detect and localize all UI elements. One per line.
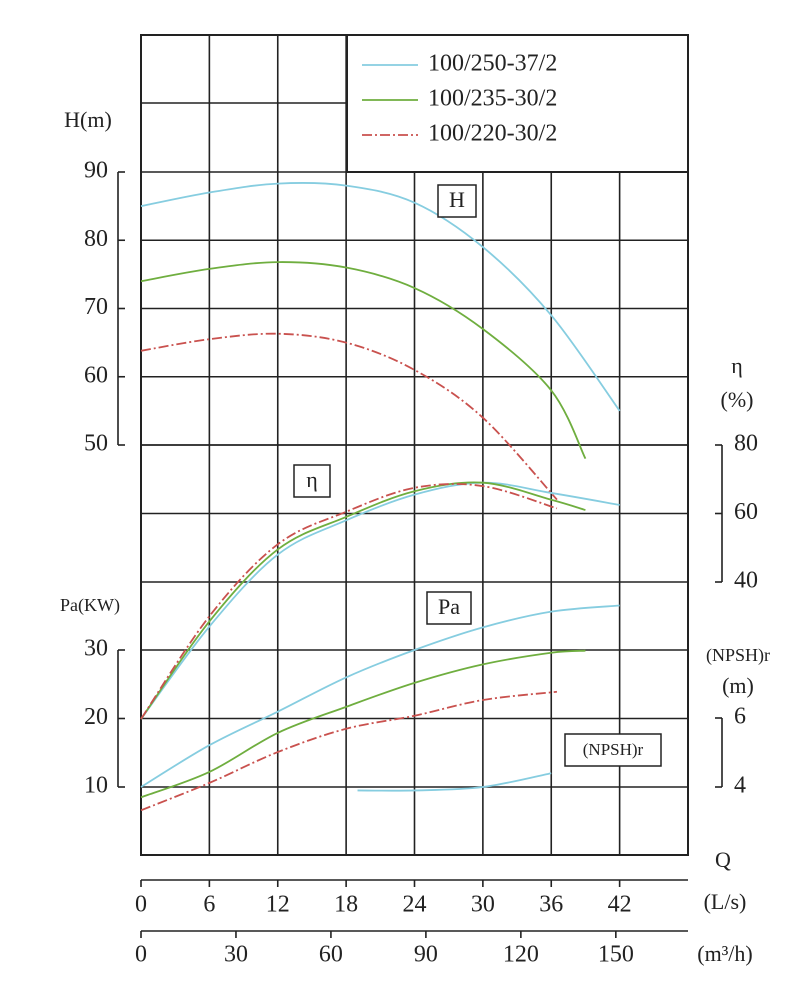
legend-label: 100/220-30/2 — [428, 121, 557, 147]
x-tick-label: 6 — [203, 892, 215, 918]
x2-axis-unit: (m³/h) — [697, 941, 752, 966]
x2-tick-label: 60 — [319, 942, 343, 968]
x-tick-label: 12 — [266, 892, 290, 918]
y-tick-label: 6 — [734, 704, 746, 730]
y-axis-label: η — [731, 353, 743, 378]
y-axis-label: Pa(KW) — [60, 595, 120, 616]
y-tick-label: 60 — [84, 362, 108, 388]
x2-tick-label: 120 — [503, 942, 539, 968]
annotation-box — [437, 184, 477, 218]
annotation-box — [564, 733, 662, 767]
legend-label: 100/235-30/2 — [428, 86, 557, 112]
y-tick-label: 4 — [734, 773, 746, 799]
y-axis-label: H(m) — [64, 107, 112, 132]
legend-box — [346, 34, 689, 173]
y-tick-label: 80 — [734, 431, 758, 457]
y-tick-label: 70 — [84, 294, 108, 320]
y-axis-unit: (m) — [722, 673, 754, 698]
annotation: Pa — [438, 594, 460, 619]
y-tick-label: 80 — [84, 226, 108, 252]
y-tick-label: 10 — [84, 773, 108, 799]
annotation: η — [306, 467, 318, 492]
x-tick-label: 30 — [471, 892, 495, 918]
series-line — [357, 772, 552, 792]
series-line — [140, 690, 558, 812]
series-line — [140, 604, 620, 788]
y-tick-label: 50 — [84, 431, 108, 457]
annotation-box — [293, 464, 331, 498]
plot-layer: 5060708090H(m)406080η(%)102030Pa(KW)46(N… — [60, 34, 770, 968]
x-tick-label: 42 — [608, 892, 632, 918]
series-line — [140, 649, 586, 799]
y-axis-unit: (%) — [721, 387, 754, 412]
series-line — [140, 481, 620, 720]
x-tick-label: 18 — [334, 892, 358, 918]
x-tick-label: 24 — [403, 892, 427, 918]
x2-tick-label: 150 — [598, 942, 634, 968]
annotation: H — [449, 187, 465, 212]
y-tick-label: 60 — [734, 499, 758, 525]
x-tick-label: 0 — [135, 892, 147, 918]
x2-tick-label: 0 — [135, 942, 147, 968]
x2-tick-label: 30 — [224, 942, 248, 968]
x2-tick-label: 90 — [414, 942, 438, 968]
series-line — [140, 481, 586, 720]
y-tick-label: 40 — [734, 568, 758, 594]
annotation: (NPSH)r — [583, 740, 644, 759]
series-line — [140, 483, 558, 720]
series-line — [140, 261, 587, 460]
series-line — [140, 332, 558, 501]
y-tick-label: 20 — [84, 704, 108, 730]
legend-label: 100/250-37/2 — [428, 51, 557, 77]
series-line — [140, 182, 621, 412]
y-tick-label: 30 — [84, 636, 108, 662]
x-tick-label: 36 — [539, 892, 563, 918]
x-axis-label: Q — [715, 847, 731, 872]
y-axis-label: (NPSH)r — [706, 645, 770, 666]
annotation-box — [426, 591, 472, 625]
x-axis-unit: (L/s) — [704, 889, 747, 914]
y-tick-label: 90 — [84, 158, 108, 184]
